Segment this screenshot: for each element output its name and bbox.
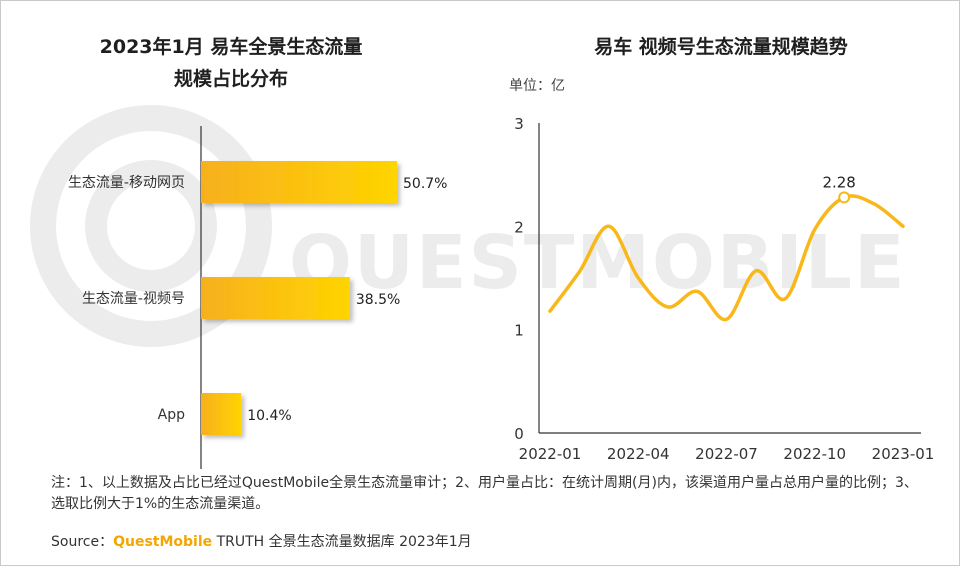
left-chart-title-line-1: 2023年1月 易车全景生态流量 [99, 36, 363, 58]
x-tick-label-2022-01: 2022-01 [519, 445, 582, 463]
x-tick-label-2022-04: 2022-04 [607, 445, 670, 463]
peak-value-label: 2.28 [822, 173, 855, 191]
footnote: 注：1、以上数据及占比已经过QuestMobile全景生态流量审计；2、用户量占… [51, 475, 918, 512]
bar-category-label-3: App [158, 407, 185, 423]
watermark-ring-outer [30, 105, 272, 347]
bar-value-label-2: 38.5% [356, 292, 400, 308]
bar-3 [201, 393, 242, 435]
right-chart-title: 易车 视频号生态流量规模趋势 [594, 36, 848, 58]
bar-category-label-1: 生态流量-移动网页 [68, 175, 185, 191]
bar-chart: 生态流量-移动网页 50.7% 生态流量-视频号 38.5% App 10.4% [68, 126, 447, 469]
y-tick-label-1: 1 [514, 322, 524, 340]
x-tick-label-2022-10: 2022-10 [783, 445, 846, 463]
source-brand: QuestMobile [113, 534, 213, 550]
bar-category-label-2: 生态流量-视频号 [82, 291, 185, 307]
left-chart-title-line-2: 规模占比分布 [173, 68, 288, 90]
bar-2 [201, 277, 350, 319]
y-tick-label-3: 3 [514, 115, 524, 133]
bar-value-label-3: 10.4% [247, 408, 291, 424]
bar-value-label-1: 50.7% [403, 176, 447, 192]
source-rest: TRUTH 全景生态流量数据库 2023年1月 [212, 534, 472, 550]
bar-1 [201, 161, 397, 203]
y-tick-label-0: 0 [514, 425, 524, 443]
x-tick-label-2023-01: 2023-01 [872, 445, 935, 463]
watermark-ring-inner [85, 160, 217, 292]
source-label: Source： [51, 534, 114, 550]
unit-label: 单位：亿 [509, 78, 565, 94]
peak-marker [838, 191, 851, 204]
x-tick-label-2022-07: 2022-07 [695, 445, 758, 463]
left-chart-title: 2023年1月 易车全景生态流量 规模占比分布 [61, 31, 401, 95]
source-line: Source：QuestMobile TRUTH 全景生态流量数据库 2023年… [51, 532, 931, 553]
trend-line [548, 194, 905, 322]
y-tick-label-2: 2 [514, 218, 524, 236]
